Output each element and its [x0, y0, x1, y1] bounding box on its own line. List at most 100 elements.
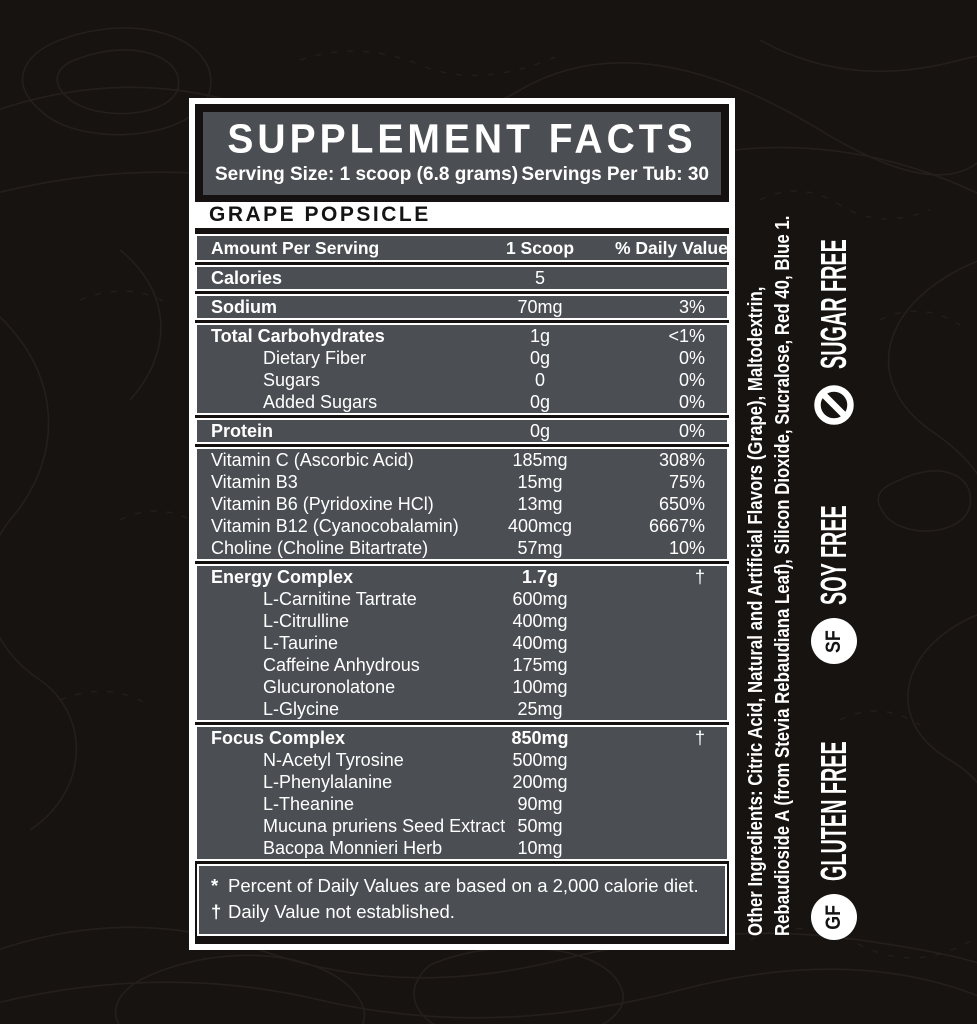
- row-name: Focus Complex: [211, 727, 346, 748]
- monogram-text: GF: [822, 904, 845, 930]
- row-name: Caffeine Anhydrous: [263, 654, 420, 675]
- footnote-not-established: † Daily Value not established.: [211, 899, 715, 925]
- footnote-daily-values: * Percent of Daily Values are based on a…: [211, 873, 715, 899]
- badge-label: SUGAR FREE: [813, 239, 854, 370]
- row-amount: 185mg: [512, 449, 568, 470]
- table-groups: Calories 5 Sodium 70mg 3% Total Carbohydrates…: [195, 265, 729, 861]
- row-amount: 5: [534, 267, 545, 288]
- table-group: Protein 0g 0%: [195, 418, 729, 444]
- row-amount: 200mg: [512, 771, 568, 792]
- table-row: L-Phenylalanine 200mg: [197, 771, 727, 793]
- row-daily-value: †: [694, 566, 705, 587]
- row-name: Calories: [211, 267, 283, 288]
- row-name: Glucuronolatone: [263, 676, 396, 697]
- row-amount: 57mg: [517, 537, 563, 558]
- row-name: Vitamin B12 (Cyanocobalamin): [211, 515, 459, 536]
- row-amount: 400mg: [512, 632, 568, 653]
- row-name: N-Acetyl Tyrosine: [263, 749, 404, 770]
- table-row: Glucuronolatone 100mg: [197, 676, 727, 698]
- ingredients-line-1: Other Ingredients: Citric Acid, Natural …: [743, 256, 770, 936]
- row-amount: 0: [534, 369, 545, 390]
- footnote-text: Daily Value not established.: [228, 901, 455, 922]
- row-name: Vitamin B6 (Pyridoxine HCl): [211, 493, 434, 514]
- table-row: Vitamin B3 15mg 75%: [197, 471, 727, 493]
- gluten-free-gf-circle-icon: GF: [811, 894, 857, 940]
- table-row: Sugars 0 0%: [197, 369, 727, 391]
- row-name: L-Carnitine Tartrate: [263, 588, 417, 609]
- row-amount: 500mg: [512, 749, 568, 770]
- supplement-facts-panel: SUPPLEMENT FACTS Serving Size: 1 scoop (…: [189, 98, 735, 950]
- table-row: Added Sugars 0g 0%: [197, 391, 727, 413]
- table-row: Sodium 70mg 3%: [197, 296, 727, 318]
- table-row: Vitamin B12 (Cyanocobalamin) 400mcg 6667%: [197, 515, 727, 537]
- row-amount: 70mg: [517, 296, 563, 317]
- table-row: Vitamin C (Ascorbic Acid) 185mg 308%: [197, 449, 727, 471]
- other-ingredients-label: Other Ingredients:: [745, 790, 767, 936]
- serving-info-row: Serving Size: 1 scoop (6.8 grams) Servin…: [215, 164, 709, 186]
- badge-label: SOY FREE: [813, 505, 854, 606]
- dagger-marker: †: [211, 901, 222, 922]
- table-row: Choline (Choline Bitartrate) 57mg 10%: [197, 537, 727, 559]
- row-daily-value: 0%: [678, 347, 705, 368]
- row-amount: 0g: [529, 420, 551, 441]
- row-daily-value: 6667%: [648, 515, 705, 536]
- monogram-text: SF: [822, 629, 845, 653]
- table-row: Mucuna pruriens Seed Extract 50mg: [197, 815, 727, 837]
- table-group: Focus Complex 850mg † N-Acetyl Tyrosine 500m…: [195, 725, 729, 861]
- row-daily-value: 0%: [678, 369, 705, 390]
- row-name: Total Carbohydrates: [211, 325, 385, 346]
- column-amount-per-serving: Amount Per Serving: [211, 237, 380, 258]
- supplement-facts-title: SUPPLEMENT FACTS: [227, 117, 697, 162]
- header-block: SUPPLEMENT FACTS Serving Size: 1 scoop (…: [203, 112, 721, 195]
- serving-size-text: Serving Size: 1 scoop (6.8 grams): [215, 164, 519, 185]
- row-daily-value: 3%: [678, 296, 705, 317]
- table-group: Vitamin C (Ascorbic Acid) 185mg 308% Vitami…: [195, 447, 729, 561]
- row-name: L-Glycine: [263, 698, 340, 719]
- row-name: Mucuna pruriens Seed Extract: [263, 815, 506, 836]
- soy-free-sf-circle-icon: SF: [811, 618, 857, 665]
- row-name: Sodium: [211, 296, 277, 317]
- row-amount: 0g: [529, 391, 551, 412]
- table-row: Protein 0g 0%: [197, 420, 727, 442]
- table-row: Calories 5: [197, 267, 727, 289]
- row-amount: 1g: [529, 325, 551, 346]
- table-row: Bacopa Monnieri Herb 10mg: [197, 837, 727, 859]
- row-amount: 0g: [529, 347, 551, 368]
- row-name: Vitamin C (Ascorbic Acid): [211, 449, 414, 470]
- table-row: Focus Complex 850mg †: [197, 727, 727, 749]
- badge-gluten-free: GF GLUTEN FREE: [811, 741, 857, 940]
- badge-soy-free: SF SOY FREE: [811, 505, 857, 665]
- row-amount: 25mg: [517, 698, 563, 719]
- table-group: Energy Complex 1.7g † L-Carnitine Tartrate 6…: [195, 564, 729, 722]
- row-name: Sugars: [263, 369, 321, 390]
- row-daily-value: 10%: [668, 537, 705, 558]
- row-amount: 100mg: [512, 676, 568, 697]
- row-amount: 400mcg: [507, 515, 573, 536]
- footnote-text: Percent of Daily Values are based on a 2…: [228, 875, 699, 896]
- table-header: Amount Per Serving 1 Scoop % Daily Value…: [195, 234, 735, 262]
- row-name: Vitamin B3: [211, 471, 298, 492]
- row-name: Added Sugars: [263, 391, 378, 412]
- table-header-row: Amount Per Serving 1 Scoop % Daily Value…: [197, 236, 735, 260]
- row-daily-value: 75%: [668, 471, 705, 492]
- row-daily-value: 0%: [678, 391, 705, 412]
- other-ingredients-text: Other Ingredients: Citric Acid, Natural …: [743, 126, 799, 936]
- table-row: Vitamin B6 (Pyridoxine HCl) 13mg 650%: [197, 493, 727, 515]
- row-amount: 15mg: [517, 471, 563, 492]
- table-row: L-Theanine 90mg: [197, 793, 727, 815]
- row-name: Choline (Choline Bitartrate): [211, 537, 429, 558]
- footnotes-block: * Percent of Daily Values are based on a…: [197, 864, 727, 936]
- row-name: Dietary Fiber: [263, 347, 367, 368]
- table-row: L-Carnitine Tartrate 600mg: [197, 588, 727, 610]
- table-row: L-Citrulline 400mg: [197, 610, 727, 632]
- row-name: Bacopa Monnieri Herb: [263, 837, 443, 858]
- flavor-band: GRAPE POPSICLE: [195, 202, 729, 228]
- row-daily-value: 0%: [678, 420, 705, 441]
- badge-strip: GF GLUTEN FREE SF SOY FREE SUGAR FREE: [808, 240, 860, 940]
- column-one-scoop: 1 Scoop: [505, 237, 575, 258]
- table-row: L-Taurine 400mg: [197, 632, 727, 654]
- row-name: Protein: [211, 420, 274, 441]
- badge-sugar-free: SUGAR FREE: [811, 239, 857, 428]
- table-row: Caffeine Anhydrous 175mg: [197, 654, 727, 676]
